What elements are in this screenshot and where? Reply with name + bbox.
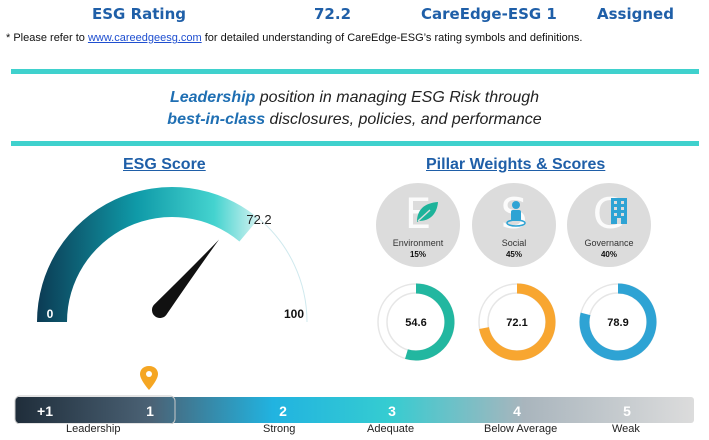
social-pillar-badge: S Social 45%	[472, 183, 556, 267]
governance-weight: 40%	[600, 250, 617, 259]
environment-score-arc	[405, 283, 455, 361]
gauge-min-label: 0	[47, 307, 54, 321]
governance-score-donut: 78.9	[579, 283, 657, 361]
pillar-title: Pillar Weights & Scores	[426, 156, 606, 173]
governance-letter: G	[592, 189, 626, 238]
governance-pillar-badge: G Governance 40%	[567, 183, 651, 267]
social-score-donut: 72.1	[478, 283, 556, 361]
gauge-background-arc	[258, 218, 308, 323]
top-divider	[11, 69, 699, 74]
scale-tick-1: 1	[146, 403, 154, 419]
social-name: Social	[501, 238, 527, 248]
gauge-max-label: 100	[284, 307, 304, 321]
environment-name: Environment	[392, 238, 444, 248]
note-prefix: * Please refer to	[6, 32, 88, 44]
governance-score-value: 78.9	[607, 317, 628, 329]
current-rating-band	[14, 395, 176, 424]
tagline-keyword-1: Leadership	[169, 89, 256, 106]
rating-note: * Please refer to www.careedgeesg.com fo…	[6, 32, 582, 44]
esg-score-title: ESG Score	[123, 156, 206, 173]
scale-label-strong: Strong	[263, 423, 296, 435]
esg-rating-score: 72.2	[314, 5, 352, 23]
scale-label-adequate: Adequate	[367, 423, 415, 435]
gauge-value-arc	[37, 187, 259, 322]
social-score-arc	[479, 283, 556, 361]
tagline-keyword-2: best-in-class	[167, 111, 266, 128]
scale-tick-2: 2	[279, 403, 287, 419]
person-icon	[506, 201, 526, 227]
leaf-icon	[417, 202, 438, 222]
bottom-divider	[11, 141, 699, 146]
environment-score-value: 54.6	[405, 317, 426, 329]
scale-tick-plus1: +1	[37, 403, 53, 419]
scale-tick-5: 5	[623, 403, 631, 419]
environment-score-donut: 54.6	[377, 283, 455, 361]
tagline-line-1: Leadership position in managing ESG Risk…	[0, 87, 709, 109]
tagline-text-2: disclosures, policies, and performance	[265, 111, 542, 128]
gauge-value-label: 72.2	[246, 212, 271, 227]
scale-tick-4: 4	[513, 403, 521, 419]
social-score-value: 72.1	[506, 317, 527, 329]
scale-label-below-average: Below Average	[484, 423, 558, 435]
esg-rating-status: Assigned	[597, 5, 674, 23]
rating-scale: +1 1 2 3 4 5	[14, 366, 694, 424]
environment-weight: 15%	[409, 250, 426, 259]
building-icon	[611, 198, 627, 224]
esg-rating-grade: CareEdge-ESG 1	[421, 5, 557, 23]
tagline-text-1: position in managing ESG Risk through	[255, 89, 540, 106]
scale-label-leadership: Leadership	[66, 423, 121, 435]
careedge-link[interactable]: www.careedgeesg.com	[87, 32, 202, 44]
tagline-line-2: best-in-class disclosures, policies, and…	[0, 109, 709, 131]
scale-tick-3: 3	[388, 403, 396, 419]
gauge-needle	[152, 239, 220, 318]
social-weight: 45%	[505, 250, 522, 259]
scale-bar	[15, 397, 694, 423]
environment-pillar-badge: E Environment 15%	[376, 183, 460, 267]
pillar-score-donuts: 54.6 72.1 78.9	[377, 283, 657, 361]
location-pin-icon	[140, 366, 158, 390]
esg-rating-label: ESG Rating	[92, 5, 186, 23]
governance-score-arc	[579, 283, 657, 361]
esg-score-gauge: 72.2 0 100	[37, 187, 308, 323]
scale-label-weak: Weak	[612, 423, 640, 435]
note-suffix: for detailed understanding of CareEdge-E…	[201, 32, 583, 44]
governance-name: Governance	[584, 238, 634, 248]
